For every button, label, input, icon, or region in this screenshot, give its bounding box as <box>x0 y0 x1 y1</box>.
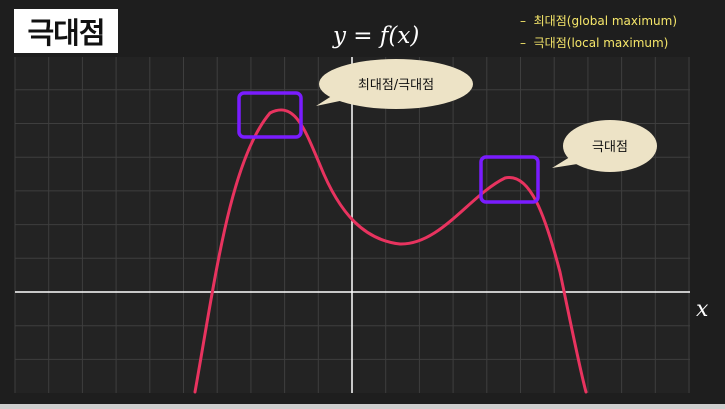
callout-global-bubble <box>319 59 473 109</box>
legend-dash: – <box>520 36 526 50</box>
title-box: 극대점 <box>14 9 118 53</box>
legend-label-global: 최대점(global maximum) <box>533 14 677 28</box>
callout-local-bubble <box>563 120 657 172</box>
callout-global-text: 최대점/극대점 <box>358 78 434 93</box>
page-title: 극대점 <box>27 16 105 50</box>
legend-item-global: – 최대점(global maximum) <box>520 10 677 32</box>
legend: – 최대점(global maximum) – 극대점(local maximu… <box>520 10 677 54</box>
x-axis-label: x <box>696 297 709 322</box>
function-curve <box>193 108 588 394</box>
legend-dash: – <box>520 14 526 28</box>
equation-arg: (x) <box>388 23 419 49</box>
callout-global: 최대점/극대점 <box>316 59 473 109</box>
legend-label-local: 극대점(local maximum) <box>533 36 669 50</box>
bottom-strip <box>0 404 725 409</box>
equation-label: y = f(x) <box>332 23 419 49</box>
equation-func: f <box>378 23 392 49</box>
equation-prefix: y = <box>332 23 380 49</box>
callout-local: 극대점 <box>552 120 657 172</box>
callout-local-text: 극대점 <box>592 140 628 155</box>
local-maximum-box <box>479 155 540 204</box>
legend-item-local: – 극대점(local maximum) <box>520 32 677 54</box>
global-maximum-box <box>237 91 303 139</box>
